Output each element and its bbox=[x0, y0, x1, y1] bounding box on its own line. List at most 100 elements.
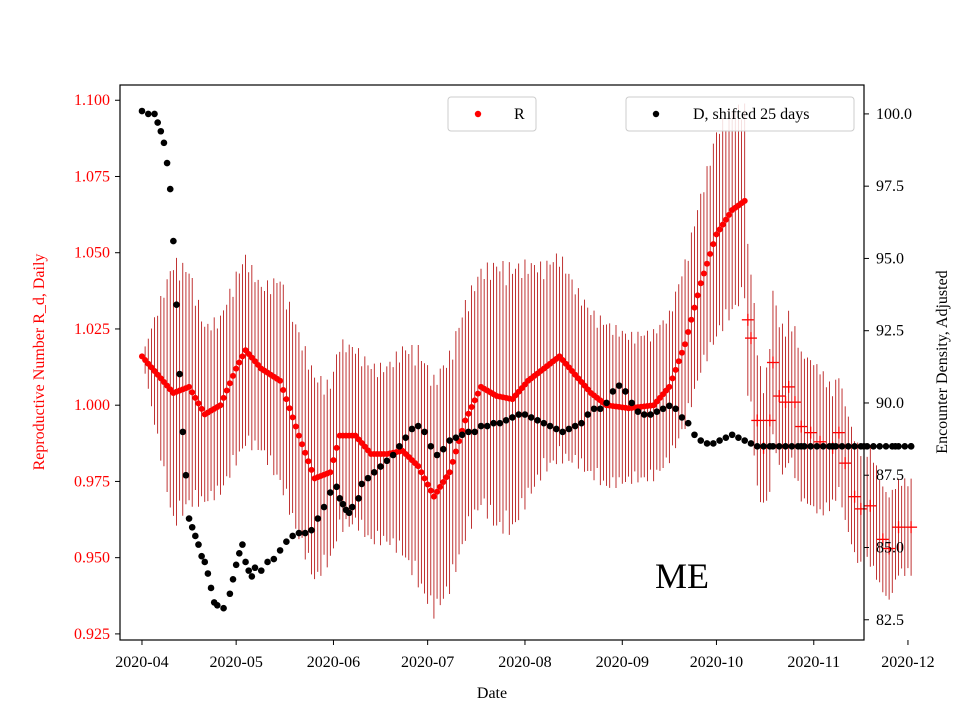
r-forecast-point bbox=[766, 356, 779, 369]
d-point bbox=[628, 399, 635, 407]
d-point bbox=[907, 443, 915, 450]
d-point bbox=[857, 443, 865, 450]
d-point bbox=[235, 549, 243, 557]
d-point bbox=[895, 443, 902, 450]
d-point bbox=[571, 422, 579, 430]
d-point bbox=[775, 443, 783, 450]
d-point bbox=[870, 443, 877, 450]
r-point bbox=[741, 197, 748, 204]
x-tick-label: 2020-12 bbox=[881, 654, 934, 671]
r-point bbox=[277, 377, 284, 384]
d-point bbox=[333, 483, 340, 491]
d-point bbox=[320, 503, 328, 511]
d-point bbox=[458, 431, 466, 439]
d-point bbox=[239, 541, 246, 548]
right-tick-label: 92.5 bbox=[876, 323, 904, 340]
d-point bbox=[845, 443, 852, 450]
d-point bbox=[257, 567, 265, 574]
d-point bbox=[160, 139, 168, 147]
d-point bbox=[154, 119, 161, 126]
d-point bbox=[226, 590, 234, 598]
d-point bbox=[308, 526, 315, 534]
d-point bbox=[819, 443, 827, 450]
plot-frame bbox=[119, 84, 865, 641]
r-point bbox=[697, 280, 704, 287]
d-point bbox=[710, 440, 717, 447]
d-point bbox=[565, 425, 573, 433]
d-point bbox=[383, 457, 391, 465]
error-bars bbox=[144, 103, 746, 619]
legend-r: R bbox=[447, 96, 537, 132]
d-point bbox=[666, 402, 673, 410]
r-point bbox=[452, 448, 459, 455]
d-point bbox=[807, 443, 814, 450]
r-point bbox=[220, 394, 227, 401]
r-point bbox=[434, 488, 441, 495]
r-point bbox=[239, 353, 246, 360]
d-point bbox=[421, 428, 428, 436]
r-point bbox=[230, 372, 237, 379]
r-point bbox=[691, 304, 698, 311]
d-point bbox=[851, 443, 858, 450]
d-point bbox=[753, 443, 761, 450]
d-point bbox=[653, 408, 661, 415]
r-point bbox=[446, 469, 453, 476]
d-point bbox=[769, 443, 777, 450]
d-point bbox=[716, 437, 723, 444]
r-point bbox=[468, 404, 475, 411]
r-point bbox=[217, 402, 224, 409]
d-point bbox=[703, 440, 711, 447]
x-tick-label: 2020-04 bbox=[115, 654, 168, 671]
r-forecast-point bbox=[854, 502, 867, 515]
left-tick-label: 1.050 bbox=[74, 245, 110, 262]
r-point bbox=[465, 410, 472, 417]
r-point bbox=[713, 231, 720, 238]
d-point bbox=[414, 422, 422, 430]
r-forecast-point bbox=[892, 521, 905, 534]
r-point bbox=[722, 216, 729, 223]
r-point bbox=[682, 341, 689, 348]
legend-r-box bbox=[447, 96, 537, 132]
d-point bbox=[179, 428, 187, 436]
right-axis-title: Encounter Density, Adjusted bbox=[934, 270, 951, 453]
r-point bbox=[443, 474, 450, 481]
left-tick-label: 1.025 bbox=[74, 321, 110, 338]
d-point bbox=[327, 489, 334, 496]
r-point bbox=[672, 366, 679, 373]
r-point bbox=[236, 359, 243, 366]
x-tick-label: 2020-08 bbox=[498, 654, 551, 671]
d-point bbox=[301, 529, 309, 537]
left-tick-label: 0.925 bbox=[74, 626, 110, 643]
right-tick-label: 97.5 bbox=[876, 178, 904, 195]
r-point bbox=[424, 481, 431, 488]
d-point bbox=[863, 443, 871, 450]
d-point bbox=[590, 405, 598, 413]
r-forecast-point bbox=[741, 313, 754, 326]
x-tick-label: 2020-11 bbox=[787, 654, 840, 671]
r-forecast-point bbox=[876, 533, 889, 546]
d-point bbox=[185, 515, 193, 522]
r-point bbox=[280, 386, 287, 393]
r-point bbox=[719, 221, 726, 228]
d-point bbox=[314, 515, 322, 522]
d-point bbox=[370, 469, 378, 476]
r-point bbox=[292, 423, 299, 430]
left-tick-label: 0.975 bbox=[74, 473, 110, 490]
d-point bbox=[276, 547, 284, 554]
r-point bbox=[437, 483, 444, 490]
r-point bbox=[430, 493, 437, 500]
left-tick-label: 1.075 bbox=[74, 168, 110, 185]
d-point bbox=[534, 417, 541, 424]
r-point bbox=[305, 458, 312, 465]
r-point bbox=[462, 417, 469, 424]
d-point bbox=[659, 405, 667, 413]
d-point bbox=[336, 495, 344, 502]
state-label: ME bbox=[655, 556, 709, 596]
r-point bbox=[299, 441, 306, 448]
d-point bbox=[144, 110, 152, 118]
r-point bbox=[449, 458, 456, 465]
d-point bbox=[747, 440, 755, 447]
d-point bbox=[389, 451, 397, 459]
d-point bbox=[691, 431, 698, 439]
d-point bbox=[220, 604, 227, 612]
